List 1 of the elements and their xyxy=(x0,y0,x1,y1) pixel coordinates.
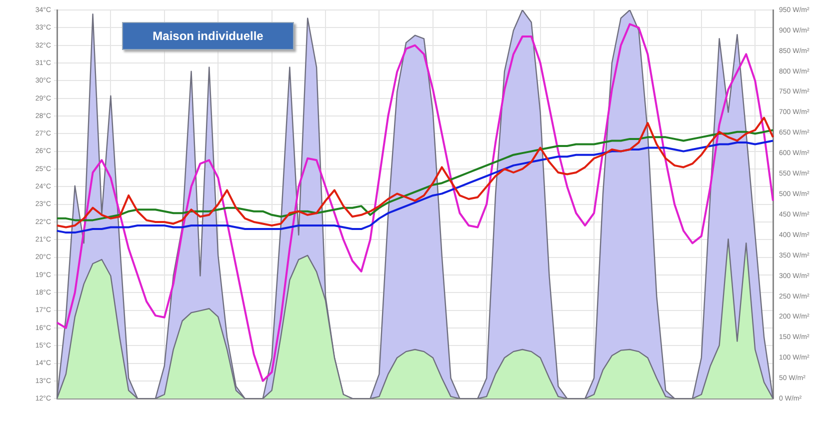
title-banner: Maison individuelle xyxy=(122,22,294,50)
